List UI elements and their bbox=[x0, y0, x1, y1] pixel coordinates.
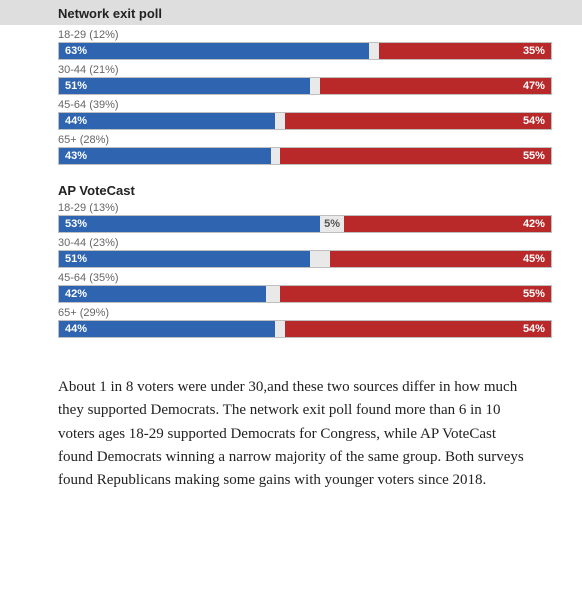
body-paragraph: About 1 in 8 voters were under 30,and th… bbox=[0, 356, 582, 512]
age-group-label: 45-64 (35%) bbox=[58, 272, 552, 284]
bar-row: 43% 55% bbox=[58, 147, 552, 165]
other-segment bbox=[275, 321, 285, 337]
dem-segment: 44% bbox=[59, 113, 275, 129]
charts-container: 18-29 (12%) 63% 35% 30-44 (21%) 51% 47% 45-64 … bbox=[0, 29, 582, 338]
other-segment bbox=[271, 148, 281, 164]
dem-segment: 51% bbox=[59, 251, 310, 267]
dem-segment: 44% bbox=[59, 321, 275, 337]
rep-segment: 54% bbox=[285, 113, 551, 129]
rep-segment: 54% bbox=[285, 321, 551, 337]
rep-segment: 42% bbox=[344, 216, 551, 232]
bar-row: 51% 45% bbox=[58, 250, 552, 268]
bar-row: 63% 35% bbox=[58, 42, 552, 60]
other-segment bbox=[266, 286, 281, 302]
age-group-label: 65+ (29%) bbox=[58, 307, 552, 319]
age-group-label: 18-29 (12%) bbox=[58, 29, 552, 41]
rep-segment: 35% bbox=[379, 43, 551, 59]
header-band: Network exit poll bbox=[0, 0, 582, 25]
dem-segment: 51% bbox=[59, 78, 310, 94]
other-segment bbox=[369, 43, 379, 59]
age-group-label: 18-29 (13%) bbox=[58, 202, 552, 214]
dem-segment: 63% bbox=[59, 43, 369, 59]
bar-row: 42% 55% bbox=[58, 285, 552, 303]
rep-segment: 55% bbox=[280, 286, 551, 302]
rep-segment: 55% bbox=[280, 148, 551, 164]
other-segment bbox=[275, 113, 285, 129]
dem-segment: 42% bbox=[59, 286, 266, 302]
other-segment bbox=[310, 251, 330, 267]
poll2-title: AP VoteCast bbox=[58, 183, 552, 198]
age-group-label: 30-44 (21%) bbox=[58, 64, 552, 76]
other-segment: 5% bbox=[320, 216, 345, 232]
age-group-label: 30-44 (23%) bbox=[58, 237, 552, 249]
poll1-title: Network exit poll bbox=[58, 6, 582, 21]
bar-row: 44% 54% bbox=[58, 320, 552, 338]
dem-segment: 53% bbox=[59, 216, 320, 232]
poll1-section: 18-29 (12%) 63% 35% 30-44 (21%) 51% 47% 45-64 … bbox=[58, 29, 552, 165]
bar-row: 44% 54% bbox=[58, 112, 552, 130]
bar-row: 51% 47% bbox=[58, 77, 552, 95]
other-segment bbox=[310, 78, 320, 94]
bar-row: 53%5%42% bbox=[58, 215, 552, 233]
dem-segment: 43% bbox=[59, 148, 271, 164]
rep-segment: 47% bbox=[320, 78, 551, 94]
age-group-label: 45-64 (39%) bbox=[58, 99, 552, 111]
age-group-label: 65+ (28%) bbox=[58, 134, 552, 146]
poll2-section: 18-29 (13%)53%5%42%30-44 (23%)51%45%45-6… bbox=[58, 202, 552, 338]
rep-segment: 45% bbox=[330, 251, 551, 267]
